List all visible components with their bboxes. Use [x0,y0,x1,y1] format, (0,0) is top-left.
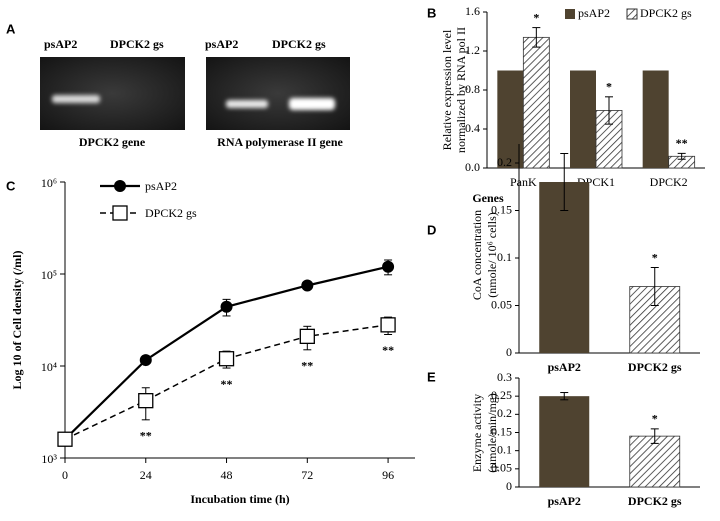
x-tick-label: 72 [301,468,313,482]
legend-label: psAP2 [145,179,177,193]
point [138,393,154,409]
bar [522,36,550,169]
panel-label: D [427,222,436,237]
y-tick-label: 0.1 [497,250,512,264]
y-tick-label: 0.0 [465,160,480,174]
y-tick-label: 1.6 [465,4,480,18]
annotation: ** [301,359,313,373]
legend-label: psAP2 [578,6,610,20]
panel-label: C [6,178,16,193]
lane-label: psAP2 [205,37,238,51]
legend-label: DPCK2 gs [145,206,197,220]
panel-label: A [6,21,16,36]
lane-label: DPCK2 gs [272,37,326,51]
annotation: * [606,80,612,94]
y-tick-label: 1.2 [465,43,480,57]
y-tick-label: 0.3 [497,370,512,384]
y-tick-label: 10⁴ [41,360,57,374]
x-tick-label: psAP2 [548,360,581,374]
annotation: * [533,10,539,24]
x-tick-label: PanK [510,175,537,189]
y-tick-label: 0.15 [491,424,512,438]
legend-marker [112,205,128,221]
annotation: * [652,412,658,426]
gel-image [206,57,350,130]
panel-a: A psAP2 DPCK2 gs psAP2 DPCK2 gs DPCK2 ge… [6,21,350,149]
annotation: * [652,250,658,264]
annotation: ** [221,377,233,391]
point [57,431,73,447]
point [380,317,396,333]
y-tick-label: 0.05 [491,461,512,475]
x-tick-label: 24 [140,468,152,482]
x-tick-label: 48 [221,468,233,482]
y-axis-title: (nmole/ 10⁶ cells) [485,212,499,298]
gel-image [40,57,185,130]
annotation: ** [140,429,152,443]
x-tick-label: DPCK2 [650,175,688,189]
y-tick-label: 0.2 [497,155,512,169]
y-tick-label: 0.15 [491,202,512,216]
y-tick-label: 10⁶ [41,176,57,190]
x-tick-label: psAP2 [548,494,581,508]
y-axis-title: Relative expression level [440,29,454,150]
annotation: ** [382,343,394,357]
point [139,354,152,367]
bar [570,70,596,168]
bar [539,396,590,487]
y-axis-title: normalized by RNA pol II [454,27,468,153]
y-axis-title: Log 10 of Cell density (/ml) [10,251,24,390]
lane-label: DPCK2 gs [110,37,164,51]
x-axis-title: Genes [472,191,504,205]
x-tick-label: 96 [382,468,394,482]
y-tick-label: 0.1 [497,442,512,456]
gel-caption: DPCK2 gene [79,135,146,149]
bar [642,70,669,168]
panel-label: E [427,369,436,384]
y-tick-label: 0.2 [497,406,512,420]
legend-swatch [626,8,638,20]
y-axis-title: Enzyme activity [470,394,484,472]
y-tick-label: 10⁵ [41,268,57,282]
y-tick-label: 10³ [41,452,57,466]
point [382,260,395,273]
legend-label: DPCK2 gs [640,6,692,20]
y-tick-label: 0.8 [465,82,480,96]
y-tick-label: 0 [506,345,512,359]
annotation: ** [676,136,688,150]
x-tick-label: 0 [62,468,68,482]
x-tick-label: DPCK2 gs [628,494,682,508]
x-tick-label: DPCK2 gs [628,360,682,374]
gel-band [52,95,100,103]
lane-label: psAP2 [44,37,77,51]
gel-band [226,100,268,108]
y-tick-label: 0 [506,479,512,493]
panel-label: B [427,5,436,20]
gel-caption: RNA polymerase II gene [217,135,343,149]
point [220,300,233,313]
gel-band [289,98,335,110]
y-axis-title: (µmole/min/mg) [485,393,499,473]
x-axis-title: Incubation time (h) [190,492,289,506]
legend-marker [114,180,126,192]
y-tick-label: 0.4 [465,121,480,135]
y-axis-title: CoA concentration [470,210,484,300]
point [299,328,315,345]
y-tick-label: 0.25 [491,388,512,402]
legend-swatch [565,9,575,19]
y-tick-label: 0.05 [491,297,512,311]
point [301,279,314,292]
point [218,351,235,367]
